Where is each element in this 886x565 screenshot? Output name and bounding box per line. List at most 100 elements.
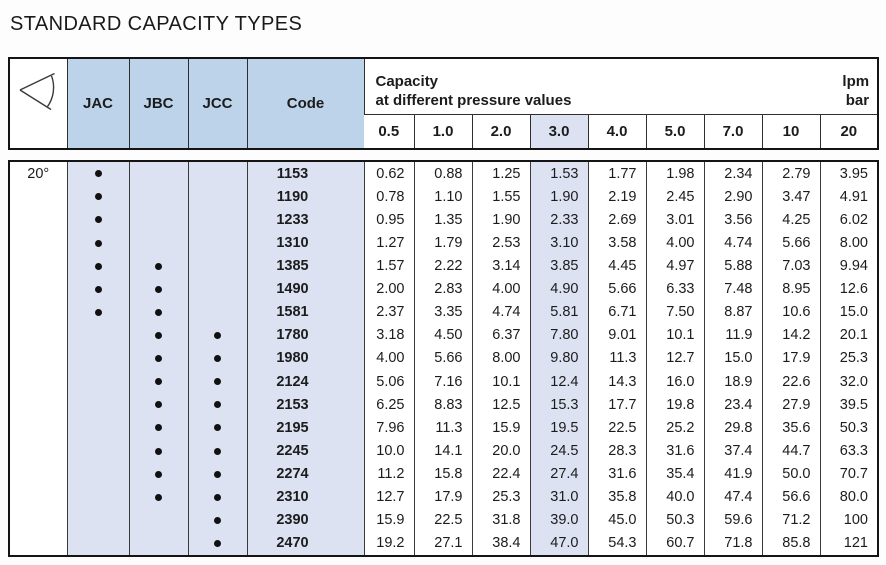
value-cell: 1.90	[471, 208, 530, 232]
value-cell: 9.94	[819, 254, 878, 278]
jac-availability-cell	[66, 323, 129, 347]
value-cell: 8.95	[761, 277, 820, 301]
value-cell: 4.97	[645, 254, 704, 278]
jbc-availability-cell	[128, 531, 188, 556]
angle-cell	[9, 462, 67, 486]
value-cell: 3.01	[645, 208, 704, 232]
value-cell: 7.96	[363, 416, 414, 440]
value-cell: 121	[819, 531, 878, 556]
jbc-availability-cell	[128, 485, 188, 509]
dot-icon	[94, 193, 102, 201]
dot-icon	[155, 308, 162, 316]
value-cell: 54.3	[587, 531, 646, 556]
value-cell: 3.18	[363, 323, 414, 347]
value-cell: 25.2	[645, 416, 704, 440]
dot-icon	[214, 493, 221, 501]
table-row: 1310 1.27 1.79 2.53 3.10 3.58 4.00 4.74 5.66 8.00	[9, 231, 878, 255]
value-cell: 19.8	[645, 393, 704, 417]
jac-availability-cell	[66, 254, 129, 278]
code-cell: 1980	[246, 346, 364, 370]
dot-icon	[214, 447, 221, 455]
value-cell: 2.00	[363, 277, 414, 301]
dot-icon	[155, 493, 162, 501]
jac-availability-cell	[66, 185, 129, 209]
value-cell: 22.6	[761, 369, 820, 394]
table-row: 2195 7.96 11.3 15.9 19.5 22.5 25.2 29.8 35.6 50.3	[9, 416, 878, 440]
value-cell: 47.0	[529, 531, 588, 556]
value-cell: 4.00	[363, 346, 414, 370]
value-cell: 35.4	[645, 462, 704, 486]
angle-cell	[9, 185, 67, 209]
capacity-table-body: 20° 1153 0.62 0.88 1.25 1.53 1.77 1.98 2.34 2.79 3…	[8, 160, 879, 557]
value-cell: 2.33	[529, 208, 588, 232]
jac-availability-cell	[66, 485, 129, 509]
jcc-availability-cell	[187, 369, 247, 394]
jbc-availability-cell	[128, 161, 188, 186]
value-cell: 31.0	[529, 485, 588, 509]
jcc-availability-cell	[187, 300, 247, 324]
column-header-jcc: JCC	[187, 58, 247, 149]
angle-cell	[9, 231, 67, 255]
value-cell: 1.90	[529, 185, 588, 209]
value-cell: 2.37	[363, 300, 414, 324]
value-cell: 27.4	[529, 462, 588, 486]
value-cell: 0.88	[413, 161, 472, 186]
jcc-availability-cell	[187, 208, 247, 232]
jac-availability-cell	[66, 161, 129, 186]
value-cell: 11.3	[587, 346, 646, 370]
value-cell: 1.98	[645, 161, 704, 186]
value-cell: 19.5	[529, 416, 588, 440]
jac-availability-cell	[66, 531, 129, 556]
value-cell: 12.7	[363, 485, 414, 509]
value-cell: 32.0	[819, 369, 878, 394]
value-cell: 85.8	[761, 531, 820, 556]
capacity-header-text: Capacity at different pressure values	[376, 72, 572, 110]
value-cell: 50.3	[645, 508, 704, 532]
angle-cell	[9, 208, 67, 232]
value-cell: 8.87	[703, 300, 762, 324]
value-cell: 7.50	[645, 300, 704, 324]
value-cell: 60.7	[645, 531, 704, 556]
jbc-availability-cell	[128, 208, 188, 232]
code-cell: 2310	[246, 485, 364, 509]
jbc-availability-cell	[128, 231, 188, 255]
value-cell: 1.79	[413, 231, 472, 255]
unit-lpm: lpm	[842, 72, 870, 90]
value-cell: 44.7	[761, 439, 820, 463]
dot-icon	[155, 331, 162, 339]
angle-cell	[9, 531, 67, 556]
value-cell: 10.1	[645, 323, 704, 347]
jbc-availability-cell	[128, 508, 188, 532]
table-row: 1190 0.78 1.10 1.55 1.90 2.19 2.45 2.90 3.47 4.91	[9, 185, 878, 209]
value-cell: 11.2	[363, 462, 414, 486]
value-cell: 2.69	[587, 208, 646, 232]
page-title: STANDARD CAPACITY TYPES	[10, 13, 303, 35]
jbc-availability-cell	[128, 254, 188, 278]
value-cell: 80.0	[819, 485, 878, 509]
value-cell: 1.35	[413, 208, 472, 232]
dot-icon	[94, 239, 102, 247]
angle-cell	[9, 254, 67, 278]
value-cell: 50.0	[761, 462, 820, 486]
value-cell: 19.2	[363, 531, 414, 556]
value-cell: 2.19	[587, 185, 646, 209]
value-cell: 1.53	[529, 161, 588, 186]
dot-icon	[214, 424, 221, 432]
value-cell: 8.83	[413, 393, 472, 417]
value-cell: 41.9	[703, 462, 762, 486]
dot-icon	[155, 285, 162, 293]
value-cell: 59.6	[703, 508, 762, 532]
dot-icon	[214, 401, 221, 409]
value-cell: 7.48	[703, 277, 762, 301]
value-cell: 12.5	[471, 393, 530, 417]
value-cell: 3.58	[587, 231, 646, 255]
code-cell: 2274	[246, 462, 364, 486]
value-cell: 2.79	[761, 161, 820, 186]
jcc-availability-cell	[187, 346, 247, 370]
jcc-availability-cell	[187, 508, 247, 532]
dot-icon	[214, 378, 221, 386]
pressure-header-5.0: 5.0	[645, 114, 704, 149]
value-cell: 4.25	[761, 208, 820, 232]
table-row: 1980 4.00 5.66 8.00 9.80 11.3 12.7 15.0 17.9 25.3	[9, 346, 878, 370]
